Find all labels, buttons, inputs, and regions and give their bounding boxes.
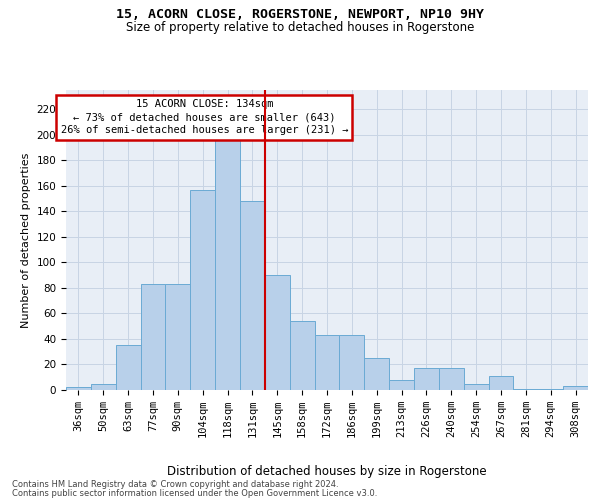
Y-axis label: Number of detached properties: Number of detached properties	[21, 152, 31, 328]
Bar	[240, 201, 265, 390]
Bar	[314, 335, 340, 390]
Bar	[364, 358, 389, 390]
Bar	[439, 368, 464, 390]
Bar	[514, 388, 538, 390]
Bar	[140, 284, 166, 390]
Bar	[563, 386, 588, 390]
Bar	[265, 275, 290, 390]
Text: Distribution of detached houses by size in Rogerstone: Distribution of detached houses by size …	[167, 464, 487, 477]
Text: Size of property relative to detached houses in Rogerstone: Size of property relative to detached ho…	[126, 21, 474, 34]
Bar	[414, 368, 439, 390]
Bar	[464, 384, 488, 390]
Bar	[215, 134, 240, 390]
Text: 15, ACORN CLOSE, ROGERSTONE, NEWPORT, NP10 9HY: 15, ACORN CLOSE, ROGERSTONE, NEWPORT, NP…	[116, 8, 484, 20]
Bar	[340, 335, 364, 390]
Text: Contains HM Land Registry data © Crown copyright and database right 2024.: Contains HM Land Registry data © Crown c…	[12, 480, 338, 489]
Bar	[66, 388, 91, 390]
Bar	[290, 321, 314, 390]
Bar	[538, 388, 563, 390]
Bar	[190, 190, 215, 390]
Bar	[488, 376, 514, 390]
Bar	[91, 384, 116, 390]
Bar	[116, 346, 140, 390]
Text: Contains public sector information licensed under the Open Government Licence v3: Contains public sector information licen…	[12, 488, 377, 498]
Bar	[166, 284, 190, 390]
Text: 15 ACORN CLOSE: 134sqm
← 73% of detached houses are smaller (643)
26% of semi-de: 15 ACORN CLOSE: 134sqm ← 73% of detached…	[61, 99, 348, 136]
Bar	[389, 380, 414, 390]
